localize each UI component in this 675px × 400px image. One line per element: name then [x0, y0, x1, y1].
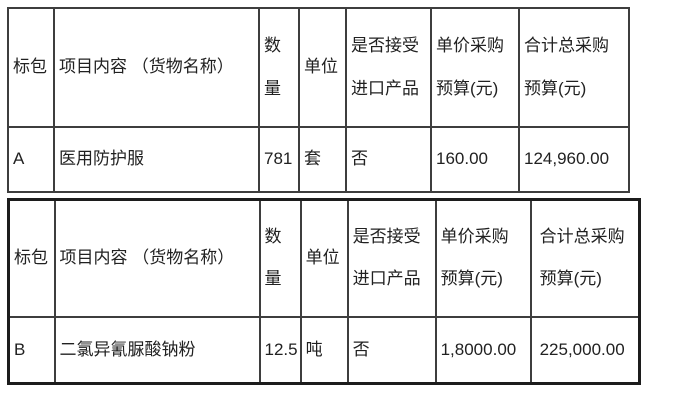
col-header-package: 标包 — [7, 7, 55, 128]
cell-unit: 套 — [298, 126, 347, 193]
col-header-unit-price-budget: 单价采购 预算(元) — [430, 7, 520, 128]
cell-package-id: A — [7, 126, 55, 193]
col-header-total-budget: 合计总采购 预算(元) — [518, 7, 630, 128]
cell-quantity: 781 — [258, 126, 300, 193]
table-row: A 医用防护服 781 套 否 160.00 124,960.00 — [7, 126, 630, 193]
cell-unit-price-budget: 1,8000.00 — [434, 315, 532, 385]
table-package-a: 标包 项目内容 （货物名称） 数量 单位 是否接受 进口产品 单价采购 预算(元… — [7, 7, 630, 193]
col-header-import-accepted: 是否接受 进口产品 — [345, 7, 432, 128]
col-header-item-name: 项目内容 （货物名称） — [53, 198, 261, 318]
cell-total-budget: 124,960.00 — [518, 126, 630, 193]
col-header-total-budget: 合计总采购 预算(元) — [529, 198, 641, 318]
table-header-row: 标包 项目内容 （货物名称） 数量 单位 是否接受 进口产品 单价采购 预算(元… — [7, 198, 641, 318]
col-header-unit: 单位 — [299, 198, 349, 318]
cell-total-budget: 225,000.00 — [529, 315, 641, 385]
col-header-quantity: 数量 — [258, 198, 302, 318]
table-package-b: 标包 项目内容 （货物名称） 数量 单位 是否接受 进口产品 单价采购 预算(元… — [7, 198, 642, 385]
cell-item-name: 医用防护服 — [53, 126, 260, 193]
cell-quantity: 12.5 — [258, 315, 302, 385]
table-header-row: 标包 项目内容 （货物名称） 数量 单位 是否接受 进口产品 单价采购 预算(元… — [7, 7, 630, 128]
col-header-quantity: 数量 — [258, 7, 300, 128]
col-header-package: 标包 — [7, 198, 56, 318]
cell-import-accepted: 否 — [346, 315, 437, 385]
table-row: B 二氯异氰脲酸钠粉 12.5 吨 否 1,8000.00 225,000.00 — [7, 315, 641, 385]
col-header-item-name: 项目内容 （货物名称） — [53, 7, 260, 128]
cell-unit: 吨 — [299, 315, 349, 385]
cell-import-accepted: 否 — [345, 126, 432, 193]
col-header-unit-price-budget: 单价采购 预算(元) — [434, 198, 532, 318]
col-header-unit: 单位 — [298, 7, 347, 128]
cell-unit-price-budget: 160.00 — [430, 126, 520, 193]
col-header-import-accepted: 是否接受 进口产品 — [346, 198, 437, 318]
cell-item-name: 二氯异氰脲酸钠粉 — [53, 315, 261, 385]
cell-package-id: B — [7, 315, 56, 385]
